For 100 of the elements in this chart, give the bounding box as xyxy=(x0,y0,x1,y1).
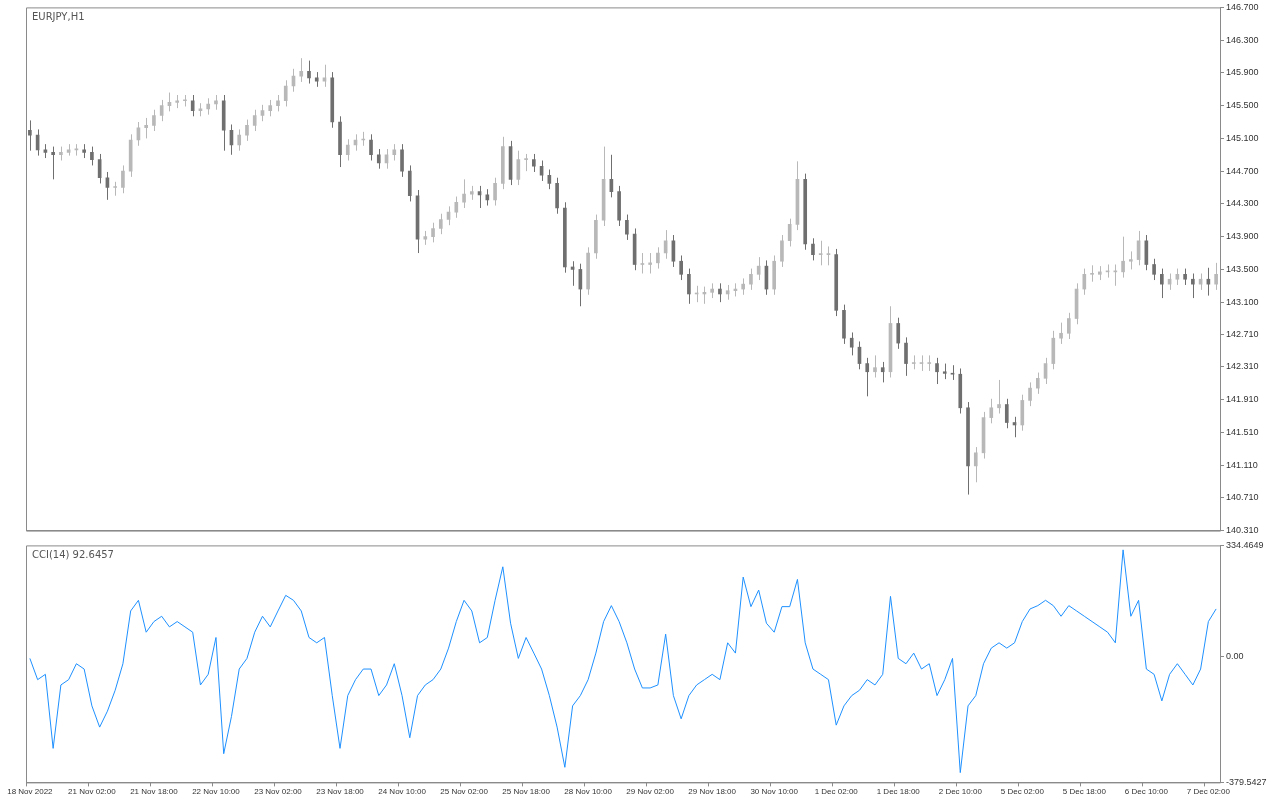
x-tick-label: 5 Dec 18:00 xyxy=(1062,787,1107,797)
candlestick xyxy=(904,336,908,377)
x-tick-label: 21 Nov 02:00 xyxy=(68,787,117,797)
candlestick xyxy=(532,153,536,173)
candlestick xyxy=(283,79,288,107)
candlestick xyxy=(865,357,870,397)
x-tick-label: 29 Nov 02:00 xyxy=(626,787,675,797)
candlestick xyxy=(159,99,164,122)
candlestick xyxy=(1004,398,1009,429)
y-tick-label: 145.500 xyxy=(1226,100,1259,111)
candlestick xyxy=(935,357,939,385)
candlestick xyxy=(811,237,815,261)
candlestick xyxy=(376,148,381,170)
y-tick-label: 145.100 xyxy=(1226,132,1259,143)
candlestick xyxy=(431,222,435,243)
candlestick xyxy=(121,164,125,194)
x-tick-label: 18 Nov 2022 xyxy=(7,787,54,797)
y-tick-label: 146.700 xyxy=(1226,1,1259,12)
candlestick xyxy=(679,254,683,281)
candlestick xyxy=(1129,250,1133,270)
candlestick xyxy=(687,268,691,305)
y-tick-label: 140.310 xyxy=(1226,525,1259,536)
y-tick-label: 143.900 xyxy=(1226,231,1259,242)
candlestick xyxy=(1214,262,1218,291)
candlestick xyxy=(1035,372,1040,395)
candlestick xyxy=(144,117,149,139)
y-tick-label: 146.300 xyxy=(1226,34,1259,45)
candlestick xyxy=(299,57,304,83)
candlestick xyxy=(849,331,854,356)
y-tick-label: 140.710 xyxy=(1226,492,1259,503)
candlestick xyxy=(1059,322,1063,345)
x-tick-label: 7 Dec 02:00 xyxy=(1186,787,1231,797)
candlestick xyxy=(625,214,629,241)
candlestick xyxy=(90,146,94,166)
y-tick-label: 143.100 xyxy=(1226,296,1259,307)
candlestick xyxy=(997,379,1001,415)
x-tick-label: 29 Nov 18:00 xyxy=(688,787,737,797)
candlestick xyxy=(307,60,311,85)
candlestick xyxy=(756,256,761,281)
candlestick xyxy=(345,138,350,162)
x-tick-label: 6 Dec 10:00 xyxy=(1124,787,1169,797)
candlestick xyxy=(190,94,195,117)
y-tick-label: 141.110 xyxy=(1226,459,1258,470)
candlestick xyxy=(749,268,753,291)
x-tick-label: 2 Dec 10:00 xyxy=(938,787,983,797)
candlestick xyxy=(400,143,404,178)
candlestick xyxy=(51,146,55,180)
y-tick-label: 0.00 xyxy=(1226,650,1244,661)
candlestick xyxy=(438,213,443,235)
y-tick-label: 142.710 xyxy=(1226,328,1259,339)
y-tick-label: -379.5427 xyxy=(1226,776,1267,787)
candlestick xyxy=(787,218,792,247)
candlestick xyxy=(640,252,645,274)
candlestick xyxy=(718,282,722,303)
candlestick xyxy=(896,317,901,350)
candlestick xyxy=(818,240,823,266)
candlestick xyxy=(656,246,660,270)
candlestick xyxy=(1090,264,1094,283)
y-tick-label: 145.900 xyxy=(1226,67,1259,78)
y-tick-label: 143.500 xyxy=(1226,263,1259,274)
candlestick xyxy=(648,252,652,274)
y-tick-label: 144.300 xyxy=(1226,198,1259,209)
candlestick xyxy=(462,178,466,209)
candlestick xyxy=(989,398,994,424)
x-tick-label: 25 Nov 18:00 xyxy=(502,787,551,797)
candlestick xyxy=(454,196,459,219)
x-tick-label: 1 Dec 18:00 xyxy=(876,787,921,797)
x-tick-label: 22 Nov 10:00 xyxy=(192,787,241,797)
y-tick-label: 141.910 xyxy=(1226,394,1259,405)
x-tick-label: 5 Dec 02:00 xyxy=(1000,787,1045,797)
candlestick xyxy=(237,128,242,152)
candlestick xyxy=(1121,236,1125,279)
x-tick-label: 23 Nov 02:00 xyxy=(254,787,303,797)
candlestick xyxy=(152,109,156,132)
x-tick-label: 21 Nov 18:00 xyxy=(130,787,179,797)
x-tick-label: 28 Nov 10:00 xyxy=(564,787,613,797)
chart-title: CCI(14) 92.6457 xyxy=(32,548,114,560)
candlestick xyxy=(826,245,831,266)
candlestick xyxy=(245,119,249,142)
candlestick xyxy=(780,234,784,268)
candlestick xyxy=(873,354,877,378)
x-tick-label: 30 Nov 10:00 xyxy=(750,787,799,797)
y-tick-label: 334.4649 xyxy=(1226,539,1264,550)
candlestick xyxy=(252,109,257,132)
candlestick xyxy=(28,119,32,152)
chart-title: EURJPY,H1 xyxy=(32,10,85,22)
candlestick xyxy=(493,177,497,207)
y-tick-label: 141.510 xyxy=(1226,426,1259,437)
candlestick xyxy=(1028,381,1032,407)
x-tick-label: 25 Nov 02:00 xyxy=(440,787,489,797)
y-tick-label: 144.700 xyxy=(1226,165,1259,176)
candlestick xyxy=(1152,258,1156,281)
x-tick-label: 1 Dec 02:00 xyxy=(814,787,859,797)
candlestick xyxy=(973,446,978,483)
candlestick xyxy=(369,133,373,162)
candlestick xyxy=(1082,268,1087,296)
candlestick xyxy=(1191,273,1195,299)
candlestick xyxy=(1066,312,1071,340)
x-tick-label: 23 Nov 18:00 xyxy=(316,787,365,797)
candlestick xyxy=(880,361,885,383)
